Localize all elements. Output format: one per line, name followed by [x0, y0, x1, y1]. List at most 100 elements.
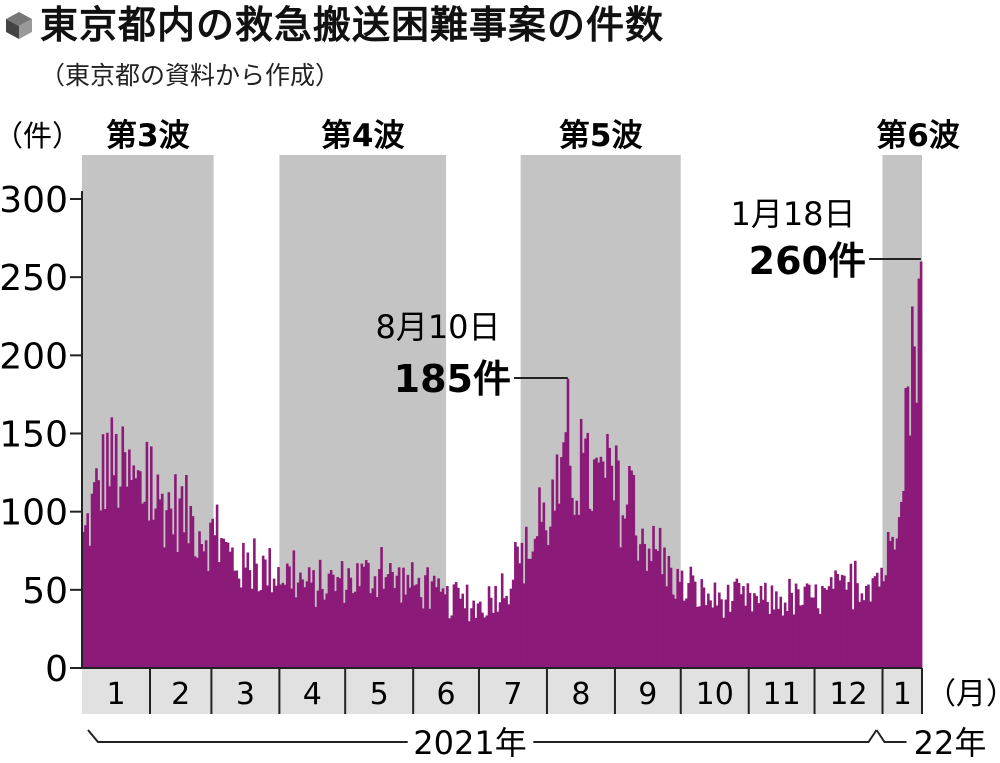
bar: [373, 576, 377, 668]
bar: [663, 547, 666, 668]
bar: [595, 457, 598, 668]
bar: [283, 584, 287, 668]
bar: [825, 589, 829, 668]
bar: [711, 607, 715, 668]
bar: [720, 599, 723, 668]
bar: [843, 575, 846, 668]
bar: [810, 597, 813, 668]
bar: [428, 608, 432, 668]
year-bracket-2021: [87, 729, 878, 743]
year-bracket-2022: [875, 729, 907, 743]
bar: [204, 540, 208, 668]
bar: [678, 581, 682, 668]
bar: [790, 592, 794, 668]
bar: [522, 583, 526, 668]
bar: [290, 588, 293, 668]
bar: [792, 614, 796, 668]
bar: [643, 543, 647, 668]
bar: [424, 575, 427, 668]
bar: [893, 549, 897, 668]
bar: [285, 563, 289, 668]
bar: [770, 585, 774, 668]
bar: [588, 508, 592, 668]
bar: [391, 571, 394, 668]
bar: [143, 501, 147, 668]
bar: [709, 600, 712, 668]
bar: [296, 582, 300, 668]
bar: [261, 555, 265, 668]
bar: [99, 510, 103, 668]
bar: [546, 545, 550, 668]
bar: [314, 606, 318, 668]
bar: [597, 462, 600, 668]
bar: [895, 538, 899, 668]
bar: [555, 454, 559, 668]
bar: [136, 470, 140, 668]
bar: [726, 584, 730, 668]
bar: [851, 609, 855, 668]
title-block: 東京都内の救急搬送困難事案の件数: [4, 2, 664, 48]
bar: [270, 592, 274, 668]
bar: [623, 518, 627, 668]
bar: [702, 587, 706, 668]
bar: [437, 578, 440, 668]
bar: [191, 516, 195, 668]
bar: [226, 542, 230, 668]
bar: [492, 612, 495, 668]
bar: [854, 560, 857, 668]
bar: [406, 574, 410, 668]
bar: [349, 577, 353, 668]
bar: [612, 500, 616, 668]
bar: [417, 577, 421, 668]
bar: [114, 434, 118, 668]
bar: [761, 599, 765, 668]
bar: [318, 559, 322, 668]
bar: [171, 534, 175, 668]
bar: [202, 551, 206, 668]
bar: [737, 583, 741, 668]
x-tick-label: 12: [829, 677, 867, 712]
bar: [356, 563, 359, 668]
bar: [483, 617, 486, 668]
bar: [884, 575, 888, 668]
bar: [196, 557, 199, 668]
bar: [299, 572, 302, 668]
bar: [562, 442, 565, 668]
bar: [862, 600, 866, 668]
bar: [494, 585, 497, 668]
bar: [628, 465, 631, 668]
bar: [667, 555, 671, 668]
bar: [222, 538, 225, 668]
bar: [310, 582, 313, 668]
bar: [147, 520, 151, 668]
bar: [704, 605, 708, 668]
bar: [275, 585, 278, 668]
bar: [614, 445, 618, 668]
bar: [413, 585, 416, 668]
bar: [715, 605, 719, 668]
bar: [634, 535, 638, 668]
bar: [292, 550, 296, 668]
bar: [856, 583, 859, 668]
bar: [496, 611, 500, 668]
bar: [509, 588, 513, 668]
bar: [908, 435, 912, 668]
bar: [864, 585, 868, 668]
bar: [174, 474, 177, 668]
bar: [450, 615, 454, 668]
bar: [665, 586, 668, 668]
bar: [568, 465, 572, 668]
bar: [95, 468, 98, 668]
bar: [788, 578, 791, 668]
bar: [439, 591, 443, 668]
bar: [696, 606, 699, 668]
bar: [656, 550, 660, 668]
bar: [369, 593, 372, 668]
bar: [816, 608, 820, 668]
bar: [783, 602, 787, 668]
bar: [160, 493, 164, 668]
bar: [516, 546, 519, 668]
bar: [913, 346, 916, 668]
bar: [608, 447, 611, 668]
bar: [448, 618, 451, 668]
